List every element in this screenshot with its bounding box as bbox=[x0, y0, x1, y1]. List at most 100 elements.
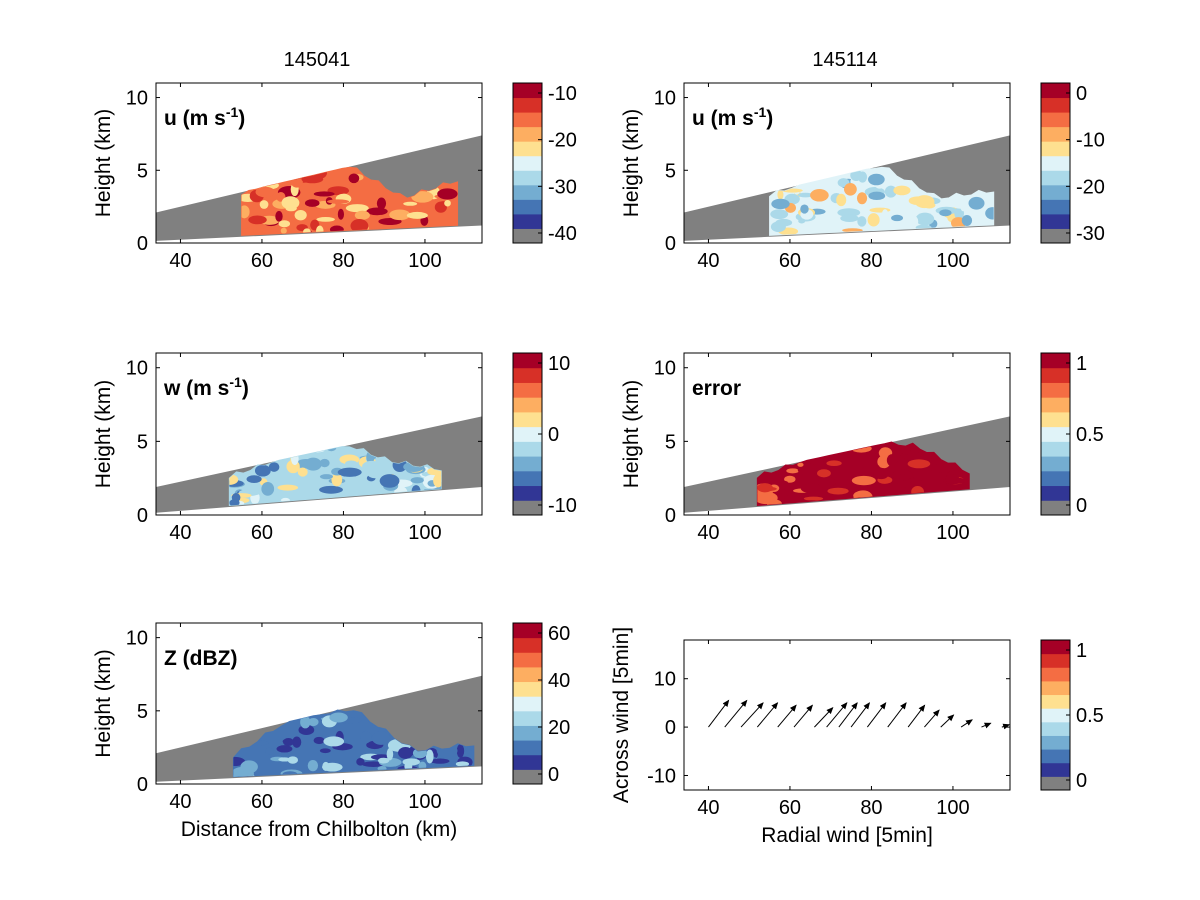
echo-cell bbox=[915, 212, 935, 226]
colorbar-band bbox=[1041, 694, 1070, 709]
echo-cell bbox=[467, 745, 474, 751]
colorbar-band bbox=[1041, 382, 1070, 398]
y-axis-label: Height (km) bbox=[92, 109, 115, 218]
echo-cell bbox=[985, 207, 994, 220]
echo-cell bbox=[342, 480, 364, 492]
echo-cell bbox=[893, 185, 911, 196]
echo-cell bbox=[857, 216, 867, 227]
echo-cell bbox=[287, 756, 299, 764]
y-tick-label: 10 bbox=[126, 628, 148, 650]
wind-vector bbox=[793, 704, 814, 728]
colorbar-band bbox=[513, 199, 542, 215]
echo-cell bbox=[356, 757, 365, 766]
echo-cell bbox=[757, 491, 778, 505]
echo-cell bbox=[290, 175, 303, 188]
echo-region bbox=[769, 166, 995, 236]
x-tick-label: 80 bbox=[332, 250, 354, 272]
echo-cell bbox=[968, 196, 985, 210]
wind-vector bbox=[814, 707, 834, 728]
echo-cell bbox=[329, 712, 348, 723]
echo-cell bbox=[923, 202, 936, 209]
echo-cell bbox=[912, 469, 926, 481]
colorbar-band bbox=[513, 500, 542, 516]
colorbar-band bbox=[513, 397, 542, 413]
echo-cell bbox=[784, 475, 796, 483]
colorbar-band bbox=[1041, 184, 1070, 200]
panel-variable-label: Z (dBZ) bbox=[164, 647, 237, 670]
colorbar-band bbox=[513, 126, 542, 142]
echo-cell bbox=[246, 475, 262, 484]
echo-cell bbox=[337, 467, 362, 477]
colorbar-band bbox=[1041, 213, 1070, 229]
y-tick-label: 10 bbox=[126, 88, 148, 110]
colorbar-band bbox=[1041, 353, 1070, 369]
echo-cell bbox=[810, 189, 829, 202]
echo-cell bbox=[437, 188, 458, 200]
echo-cell bbox=[777, 489, 788, 500]
echo-cell bbox=[777, 189, 784, 200]
wind-vector bbox=[1001, 723, 1010, 730]
echo-cell bbox=[316, 225, 324, 236]
x-tick-label: 40 bbox=[169, 250, 191, 272]
echo-cell bbox=[430, 758, 450, 764]
echo-cell bbox=[945, 473, 957, 485]
plot-area bbox=[156, 416, 482, 513]
echo-cell bbox=[268, 462, 280, 472]
echo-cell bbox=[345, 204, 369, 213]
echo-cell bbox=[292, 736, 302, 748]
y-axis-label: Height (km) bbox=[92, 380, 115, 489]
echo-cell bbox=[294, 209, 307, 221]
echo-cell bbox=[280, 227, 287, 234]
x-tick-label: 60 bbox=[251, 522, 273, 544]
x-tick-label: 100 bbox=[936, 250, 969, 272]
wind-vector bbox=[838, 702, 858, 728]
plot-area bbox=[684, 135, 1010, 241]
colorbar-tick-label: 0 bbox=[1076, 83, 1087, 105]
echo-cell bbox=[290, 452, 299, 465]
colorbar-tick-label: 40 bbox=[548, 670, 570, 692]
echo-cell bbox=[298, 724, 315, 736]
colorbar-band bbox=[1041, 126, 1070, 142]
echo-cell bbox=[837, 208, 861, 217]
colorbar-tick-label: 0.5 bbox=[1076, 424, 1104, 446]
colorbar-tick-label: -10 bbox=[548, 495, 577, 517]
y-tick-label: 5 bbox=[137, 160, 148, 182]
colorbar-band bbox=[513, 666, 542, 683]
echo-cell bbox=[259, 200, 269, 209]
echo-cell bbox=[907, 459, 931, 469]
echo-cell bbox=[961, 214, 973, 226]
echo-cell bbox=[836, 193, 847, 207]
echo-cell bbox=[410, 477, 424, 484]
echo-cell bbox=[241, 205, 250, 219]
colorbar-tick-label: -10 bbox=[548, 83, 577, 105]
echo-cell bbox=[377, 757, 390, 764]
colorbar-tick-label: -20 bbox=[1076, 176, 1105, 198]
colorbar-band bbox=[1041, 441, 1070, 457]
colorbar-tick-label: 20 bbox=[548, 717, 570, 739]
axes-frame bbox=[155, 82, 483, 244]
colorbar-band bbox=[513, 184, 542, 200]
echo-cell bbox=[766, 480, 788, 485]
colorbar-tick-label: 0 bbox=[1076, 770, 1087, 792]
wind-vector bbox=[826, 702, 848, 728]
echo-cell bbox=[389, 209, 411, 221]
plot-area bbox=[156, 675, 482, 782]
x-tick-label: 100 bbox=[936, 522, 969, 544]
echo-cell bbox=[398, 746, 413, 759]
echo-cell bbox=[846, 465, 864, 470]
echo-cell bbox=[433, 474, 442, 488]
echo-cell bbox=[229, 474, 239, 485]
x-tick-label: 60 bbox=[251, 250, 273, 272]
plot-area bbox=[708, 699, 1010, 730]
echo-cell bbox=[456, 744, 465, 758]
echo-cell bbox=[345, 460, 358, 467]
echo-cell bbox=[835, 447, 854, 461]
colorbar-band bbox=[1041, 708, 1070, 723]
wind-vector bbox=[777, 704, 797, 728]
colorbar-band bbox=[1041, 485, 1070, 501]
echo-cell bbox=[908, 196, 927, 206]
y-tick-label: 0 bbox=[665, 233, 676, 255]
